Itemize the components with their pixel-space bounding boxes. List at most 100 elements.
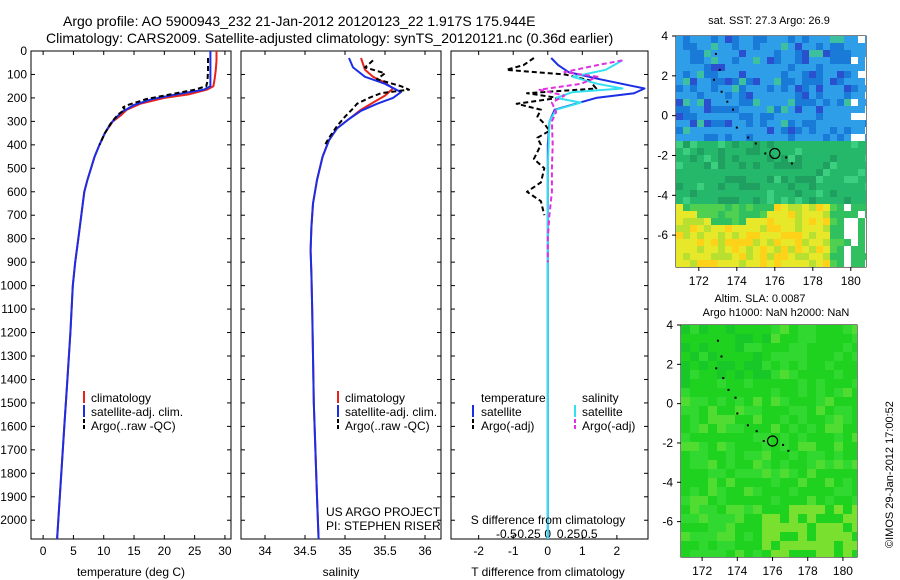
sst-cell: [830, 106, 837, 113]
y-tick-label: 0: [661, 109, 668, 123]
sst-cell: [823, 169, 830, 176]
sla-cell: [816, 406, 825, 415]
sst-cell: [816, 225, 823, 232]
sst-cell: [676, 127, 683, 134]
sst-cell: [732, 162, 739, 169]
sla-cell: [780, 361, 789, 370]
sst-cell: [760, 106, 767, 113]
sst-cell: [781, 120, 788, 127]
sst-cell: [746, 148, 753, 155]
sst-cell: [830, 253, 837, 260]
sla-cell: [852, 550, 857, 557]
sst-cell: [809, 176, 816, 183]
sst-cell: [823, 197, 830, 204]
sla-cell: [807, 496, 816, 505]
sla-cell: [816, 334, 825, 343]
sla-cell: [717, 325, 726, 334]
sst-cell: [690, 183, 697, 190]
sst-cell: [683, 183, 690, 190]
sst-cell: [851, 148, 858, 155]
sst-cell: [690, 113, 697, 120]
sst-cell: [760, 78, 767, 85]
sla-cell: [762, 505, 771, 514]
sla-cell: [744, 523, 753, 532]
sla-cell: [807, 370, 816, 379]
sst-cell: [683, 260, 690, 267]
sst-cell: [823, 127, 830, 134]
sla-cell: [798, 532, 807, 541]
sst-cell: [865, 113, 866, 120]
sst-cell: [844, 71, 851, 78]
sst-cell: [802, 113, 809, 120]
island-dot: [720, 90, 723, 93]
sst-cell: [851, 232, 858, 239]
sst-cell: [718, 155, 725, 162]
sla-cell: [690, 487, 699, 496]
sst-cell: [746, 141, 753, 148]
sst-cell: [774, 218, 781, 225]
sla-cell: [762, 406, 771, 415]
sst-cell: [795, 36, 802, 43]
sst-cell: [865, 225, 866, 232]
sst-cell: [718, 113, 725, 120]
sst-cell: [676, 99, 683, 106]
sst-cell: [865, 155, 866, 162]
sla-cell: [735, 433, 744, 442]
sla-cell: [726, 532, 735, 541]
sla-cell: [816, 469, 825, 478]
y-tick-label: -6: [657, 228, 668, 242]
sla-cell: [798, 460, 807, 469]
sst-cell: [725, 78, 732, 85]
sst-cell: [851, 36, 858, 43]
sla-cell: [762, 460, 771, 469]
sst-cell: [739, 120, 746, 127]
sla-cell: [699, 541, 708, 550]
sla-cell: [681, 514, 690, 523]
sst-cell: [781, 50, 788, 57]
sst-cell: [732, 99, 739, 106]
sst-cell: [795, 106, 802, 113]
sst-cell: [781, 57, 788, 64]
sst-cell: [739, 92, 746, 99]
sla-cell: [771, 325, 780, 334]
sla-cell: [744, 496, 753, 505]
sst-cell: [809, 106, 816, 113]
sst-cell: [830, 225, 837, 232]
sst-cell: [830, 120, 837, 127]
sst-cell: [781, 141, 788, 148]
sla-cell: [735, 442, 744, 451]
sst-cell: [809, 211, 816, 218]
sla-cell: [708, 334, 717, 343]
sst-cell: [795, 99, 802, 106]
sla-cell: [816, 532, 825, 541]
y-tick-label: 1200: [0, 326, 27, 340]
sst-cell: [683, 141, 690, 148]
sla-cell: [717, 343, 726, 352]
sst-cell: [837, 50, 844, 57]
sst-cell: [697, 71, 704, 78]
sst-cell: [774, 148, 781, 155]
sla-cell: [834, 469, 843, 478]
sla-cell: [681, 352, 690, 361]
sst-cell: [683, 239, 690, 246]
y-tick-label: 500: [7, 161, 27, 175]
sla-cell: [726, 388, 735, 397]
sst-cell: [697, 162, 704, 169]
sla-cell: [690, 379, 699, 388]
sst-cell: [865, 218, 866, 225]
sst-cell: [837, 64, 844, 71]
sla-cell: [717, 460, 726, 469]
y-tick-label: 2: [666, 357, 673, 371]
sla-cell: [843, 397, 852, 406]
sst-cell: [823, 50, 830, 57]
sla-cell: [690, 469, 699, 478]
sst-cell: [718, 141, 725, 148]
sla-cell: [816, 424, 825, 433]
sst-cell: [697, 239, 704, 246]
sst-cell: [718, 57, 725, 64]
sst-cell: [753, 120, 760, 127]
sst-cell: [683, 232, 690, 239]
sla-cell: [681, 523, 690, 532]
sst-cell: [690, 36, 697, 43]
sla-cell: [807, 388, 816, 397]
